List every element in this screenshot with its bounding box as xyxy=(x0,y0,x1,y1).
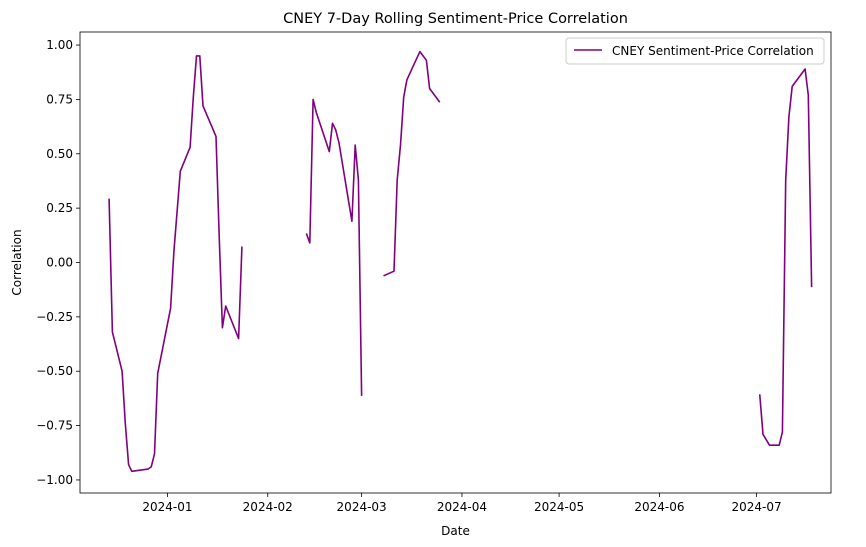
y-tick-label: −1.00 xyxy=(36,473,73,487)
y-tick-label: 0.00 xyxy=(46,256,73,270)
chart-title: CNEY 7-Day Rolling Sentiment-Price Corre… xyxy=(283,11,628,27)
x-tick-label: 2024-07 xyxy=(731,500,781,514)
y-tick-label: 0.25 xyxy=(46,201,73,215)
x-tick-label: 2024-02 xyxy=(243,500,293,514)
plot-lines xyxy=(108,50,813,473)
y-tick-label: −0.75 xyxy=(36,419,73,433)
y-tick-label: −0.25 xyxy=(36,310,73,324)
legend-box xyxy=(565,37,825,65)
x-tick-label: 2024-04 xyxy=(437,500,487,514)
y-tick-label: 0.75 xyxy=(46,92,73,106)
x-axis-ticks: 2024-01 2024-02 2024-03 2024-04 2024-05 2024-… xyxy=(142,493,782,514)
y-tick-label: 1.00 xyxy=(46,38,73,52)
x-axis-label: Date xyxy=(441,524,470,538)
x-tick-label: 2024-05 xyxy=(534,500,584,514)
series-line-segment xyxy=(383,50,441,277)
x-tick-label: 2024-06 xyxy=(634,500,684,514)
y-tick-label: 0.50 xyxy=(46,147,73,161)
x-tick-label: 2024-01 xyxy=(142,500,192,514)
x-tick-label: 2024-03 xyxy=(337,500,387,514)
y-axis-label: Correlation xyxy=(10,229,24,295)
series-line-segment xyxy=(108,55,243,473)
y-axis-ticks: −1.00 −0.75 −0.50 −0.25 0.00 0.25 0.50 0.75 1.00 xyxy=(36,38,80,487)
series-line-segment xyxy=(305,98,363,396)
series-line-segment xyxy=(758,68,813,447)
y-tick-label: −0.50 xyxy=(36,364,73,378)
legend-entry: CNEY Sentiment-Price Correlation xyxy=(612,44,814,58)
legend: CNEY Sentiment-Price Correlation xyxy=(565,37,825,65)
